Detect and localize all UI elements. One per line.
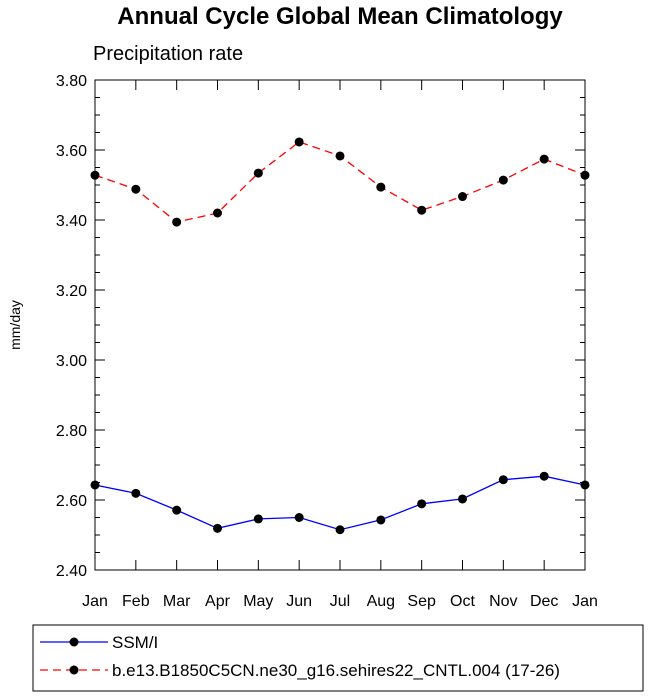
legend-box [32, 624, 644, 692]
data-point [253, 168, 263, 178]
data-point [294, 137, 304, 147]
y-tick-label: 3.60 [56, 143, 87, 160]
data-point [580, 480, 590, 490]
data-point [376, 182, 386, 192]
chart-subtitle: Precipitation rate [93, 43, 243, 65]
data-point [417, 499, 427, 509]
series-layer [90, 137, 590, 535]
data-point [458, 494, 467, 504]
data-point [376, 515, 386, 525]
data-point [131, 184, 141, 194]
legend-label: b.e13.B1850C5CN.ne30_g16.sehires22_CNTL.… [112, 661, 560, 680]
legend-label: SSM/I [112, 633, 158, 652]
data-point [131, 488, 141, 498]
data-point [498, 175, 508, 185]
series-line [94, 475, 586, 531]
x-tick-label: Nov [489, 593, 517, 610]
y-tick-label: 2.40 [56, 563, 87, 580]
data-point [458, 192, 467, 202]
data-point [172, 217, 182, 227]
legend-marker [69, 637, 79, 647]
x-tick-label: Feb [122, 593, 150, 610]
data-point [417, 205, 427, 215]
data-point [90, 480, 100, 490]
data-point [253, 514, 263, 524]
data-point [580, 170, 590, 180]
x-tick-label: Jan [82, 593, 108, 610]
data-point [335, 151, 345, 161]
y-tick-label: 3.80 [56, 73, 87, 90]
data-point [539, 471, 549, 481]
data-point [172, 505, 182, 515]
data-point [498, 475, 508, 485]
y-axis-label: mm/day [7, 300, 23, 350]
x-tick-label: Jun [286, 593, 312, 610]
y-tick-label: 3.00 [56, 353, 87, 370]
data-point [335, 525, 345, 535]
x-tick-label: Mar [163, 593, 191, 610]
data-point [213, 523, 222, 533]
data-point [90, 170, 100, 180]
y-tick-label: 3.20 [56, 283, 87, 300]
y-tick-label: 2.60 [56, 493, 87, 510]
chart-title: Annual Cycle Global Mean Climatology [117, 3, 563, 30]
x-tick-label: Oct [450, 593, 475, 610]
legend-marker [69, 665, 79, 675]
x-tick-label: Aug [367, 593, 395, 610]
x-tick-label: Jan [572, 593, 598, 610]
axis-ticks: 2.40 2.60 2.80 3.00 3.20 3.40 3.60 3.80 Jan Feb Ma… [56, 73, 598, 610]
y-tick-label: 2.80 [56, 423, 87, 440]
legend: SSM/I b.e13.B1850C5CN.ne30_g16.sehires22_… [32, 624, 644, 692]
data-point [213, 208, 222, 218]
y-tick-label: 3.40 [56, 213, 87, 230]
x-tick-label: Sep [407, 593, 436, 610]
x-tick-label: Dec [530, 593, 558, 610]
x-tick-label: May [243, 593, 273, 610]
x-tick-label: Apr [205, 593, 231, 610]
data-point [539, 154, 549, 164]
x-tick-label: Jul [330, 593, 350, 610]
data-point [294, 513, 304, 522]
